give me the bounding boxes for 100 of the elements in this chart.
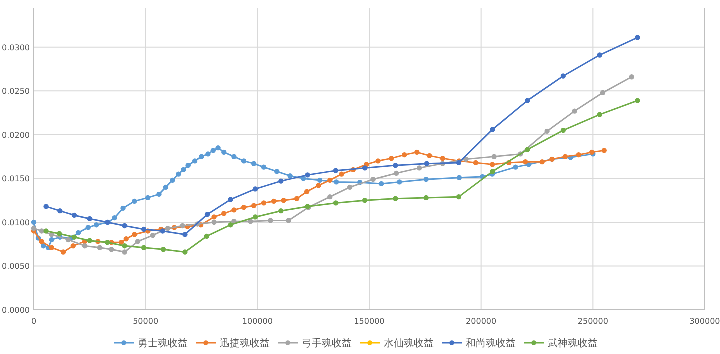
point — [376, 158, 381, 164]
point — [440, 156, 446, 162]
point — [132, 198, 138, 204]
point — [393, 196, 398, 202]
point — [389, 156, 394, 162]
point — [122, 250, 128, 255]
point — [492, 154, 497, 160]
point — [317, 178, 323, 184]
point — [333, 200, 339, 206]
point — [328, 178, 333, 184]
point — [181, 167, 186, 173]
point — [212, 220, 217, 226]
point — [253, 214, 258, 220]
point — [141, 226, 147, 232]
y-tick-label: 0.0250 — [2, 87, 30, 96]
point — [122, 244, 128, 249]
point — [560, 128, 566, 134]
point — [576, 152, 582, 158]
point — [182, 250, 188, 255]
x-tick-label: 200000 — [466, 317, 497, 326]
x-tick-label: 250000 — [578, 317, 608, 326]
point — [251, 203, 257, 208]
point — [602, 148, 607, 154]
point — [186, 162, 191, 168]
point — [132, 232, 138, 238]
point — [109, 247, 114, 252]
point — [278, 178, 284, 184]
point — [204, 212, 210, 218]
point — [232, 154, 237, 160]
point — [597, 52, 602, 58]
point — [393, 162, 398, 168]
point — [397, 180, 402, 185]
x-tick-label: 300000 — [690, 317, 720, 326]
point — [180, 223, 186, 229]
point — [199, 154, 204, 160]
point — [294, 196, 300, 202]
point — [525, 147, 530, 152]
point — [339, 172, 344, 177]
point — [278, 208, 284, 214]
point — [572, 108, 578, 114]
point — [271, 198, 277, 204]
y-tick-label: 0.0200 — [2, 130, 30, 140]
point — [268, 218, 274, 224]
point — [176, 172, 182, 177]
point — [456, 175, 462, 180]
point — [424, 176, 429, 182]
point — [141, 245, 147, 250]
point — [222, 150, 227, 156]
point — [104, 240, 110, 246]
point — [163, 184, 169, 190]
point — [261, 200, 267, 206]
point — [232, 208, 237, 213]
point — [635, 98, 640, 104]
point — [228, 222, 234, 228]
point — [544, 128, 550, 134]
point — [165, 226, 171, 232]
point — [160, 247, 166, 252]
point — [600, 90, 606, 96]
point — [182, 232, 188, 238]
point — [222, 211, 227, 216]
y-tick-label: 0.0100 — [2, 218, 30, 228]
legend-label: 勇士魂收益 — [138, 338, 188, 350]
point — [362, 198, 368, 204]
point — [334, 180, 340, 185]
y-tick-label: 0.0300 — [2, 43, 30, 52]
point — [456, 194, 462, 200]
point — [156, 192, 162, 198]
point — [402, 152, 408, 158]
point — [427, 153, 432, 159]
point — [112, 215, 118, 221]
point — [72, 212, 78, 218]
point — [87, 238, 93, 244]
legend-label: 迅捷魂收益 — [220, 338, 270, 350]
point — [490, 127, 496, 132]
point — [58, 208, 63, 214]
point — [274, 169, 280, 174]
point — [210, 148, 216, 154]
point — [473, 160, 479, 166]
legend-label: 弓手魂收益 — [302, 338, 352, 350]
point — [540, 159, 545, 165]
point — [204, 234, 210, 240]
point — [228, 197, 234, 202]
point — [305, 172, 310, 178]
point — [39, 239, 44, 244]
point — [118, 240, 124, 246]
point — [56, 231, 62, 236]
point — [251, 161, 257, 166]
point — [122, 223, 128, 229]
point — [424, 195, 429, 201]
point — [60, 250, 66, 255]
point — [288, 173, 293, 179]
y-tick-label: 0.0150 — [2, 174, 30, 184]
point — [328, 194, 333, 200]
point — [316, 183, 322, 188]
legend-label: 水仙魂收益 — [384, 338, 434, 350]
point — [362, 166, 368, 171]
point — [560, 74, 566, 79]
point — [72, 234, 78, 240]
point — [31, 226, 37, 232]
point — [150, 232, 156, 238]
